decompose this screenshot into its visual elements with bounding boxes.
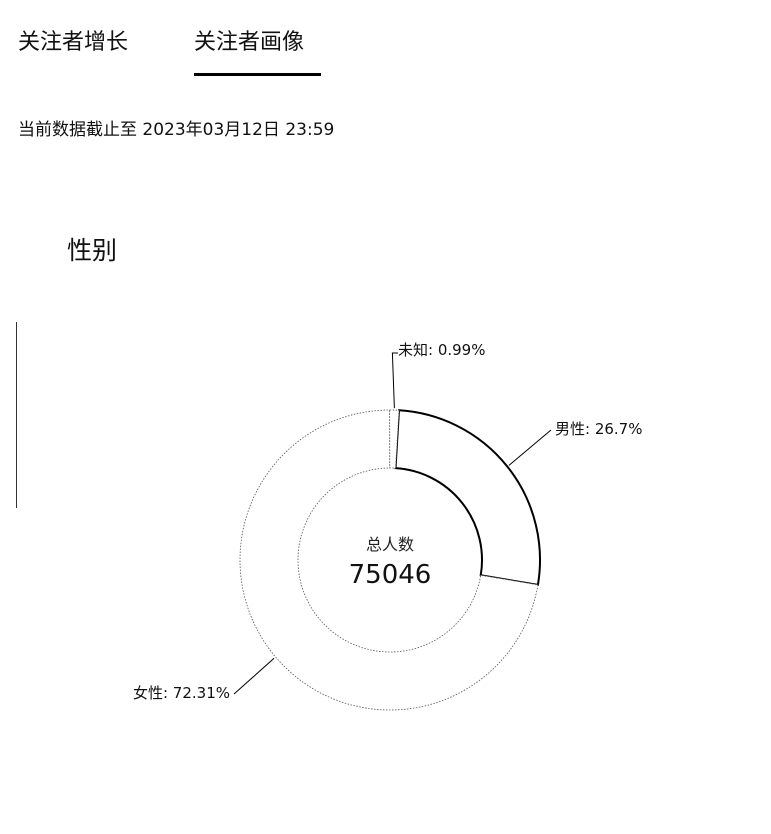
donut-slice-1[interactable] (239, 409, 539, 711)
donut-slice-0[interactable] (394, 409, 541, 587)
slice-label-2: 未知: 0.99% (398, 341, 485, 359)
center-total-label: 总人数 (366, 535, 414, 554)
tab-follower-growth[interactable]: 关注者增长 (18, 30, 129, 55)
center-total-value: 75046 (349, 560, 432, 590)
leader-line-0 (508, 429, 552, 466)
active-tab-indicator (194, 73, 321, 76)
data-cutoff-text: 当前数据截止至 2023年03月12日 23:59 (18, 120, 335, 140)
slice-label-0: 男性: 26.7% (555, 420, 642, 438)
section-title: 性别 (67, 236, 118, 265)
donut-slices (239, 409, 541, 711)
slice-label-1: 女性: 72.31% (133, 684, 230, 702)
leader-lines (233, 352, 552, 695)
leader-line-2 (391, 352, 398, 409)
donut-slice-2[interactable] (389, 409, 400, 469)
tab-bar: 关注者增长 关注者画像 (0, 0, 771, 80)
tab-follower-profile[interactable]: 关注者画像 (194, 30, 305, 55)
side-divider (16, 322, 17, 508)
slice-labels: 男性: 26.7% 女性: 72.31% 未知: 0.99% (133, 341, 643, 702)
leader-line-1 (233, 657, 275, 695)
